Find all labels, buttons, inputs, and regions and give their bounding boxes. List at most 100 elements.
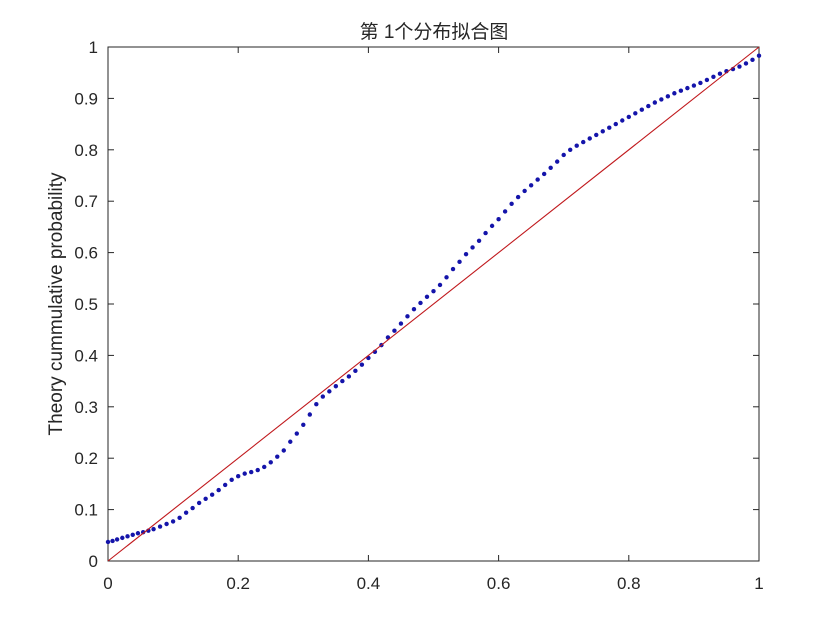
data-point — [398, 321, 404, 326]
data-point — [574, 143, 579, 148]
data-point — [554, 159, 560, 164]
data-point — [737, 64, 742, 69]
data-point — [496, 216, 501, 222]
data-point — [437, 282, 443, 288]
data-point — [548, 165, 553, 170]
data-point — [457, 259, 462, 265]
data-point — [587, 136, 592, 141]
data-point — [698, 80, 703, 86]
data-point — [418, 300, 423, 306]
data-point — [157, 524, 163, 529]
data-point — [262, 464, 267, 470]
data-point — [626, 114, 631, 120]
y-tick-label: 0.3 — [74, 398, 98, 417]
data-point — [249, 469, 254, 475]
data-point — [528, 183, 534, 188]
data-point — [600, 129, 605, 134]
plot-area: 0 0.2 0.4 0.6 0.8 1 0 0.1 0.2 0.3 0.4 0.5 0.6 0.7 0.8 0… — [74, 38, 763, 593]
y-tick-label: 0.4 — [74, 346, 98, 365]
data-point — [314, 402, 319, 407]
data-point — [685, 85, 690, 91]
data-point — [130, 532, 135, 537]
data-point — [515, 194, 521, 200]
y-tick-label: 0.2 — [74, 449, 98, 468]
data-point — [281, 448, 286, 453]
data-point — [125, 534, 130, 539]
data-point — [255, 467, 260, 473]
data-point — [275, 454, 280, 459]
data-point — [327, 389, 332, 394]
data-point — [633, 111, 638, 116]
data-point — [665, 94, 671, 99]
data-point — [620, 118, 625, 123]
data-point — [561, 152, 566, 158]
reference-line — [107, 46, 760, 562]
data-point — [164, 521, 169, 527]
chart-title: 第 1个分布拟合图 — [360, 21, 509, 43]
data-point — [711, 74, 716, 80]
data-point — [222, 482, 228, 488]
data-point — [392, 328, 397, 333]
data-point — [541, 171, 547, 177]
x-tick-label: 0.2 — [226, 574, 250, 593]
y-tick-label: 0.8 — [74, 141, 98, 160]
data-point — [268, 460, 273, 465]
data-point — [535, 177, 540, 182]
y-tick-label: 0.1 — [74, 501, 98, 520]
data-point — [183, 510, 189, 515]
data-point — [209, 492, 215, 497]
data-point — [509, 201, 514, 206]
data-point — [196, 500, 202, 506]
data-point — [613, 121, 618, 127]
data-point — [190, 505, 195, 511]
data-point — [203, 496, 208, 502]
x-tick-label: 0.8 — [617, 574, 641, 593]
y-tick-label: 0 — [89, 552, 98, 571]
data-point — [288, 439, 293, 444]
data-point — [135, 531, 141, 536]
data-point — [340, 378, 345, 384]
x-tick-label: 0.4 — [357, 574, 381, 593]
data-point — [502, 209, 508, 214]
data-point — [359, 362, 365, 367]
data-point — [672, 91, 677, 96]
data-point — [639, 107, 645, 112]
data-point — [483, 230, 488, 236]
data-point — [140, 530, 146, 535]
data-point — [114, 537, 120, 542]
data-point — [652, 100, 658, 105]
data-point — [717, 71, 723, 76]
data-point — [489, 223, 495, 229]
data-point — [463, 251, 469, 257]
data-point — [170, 519, 176, 524]
y-axis-label: Theory cummulative probability — [46, 172, 67, 435]
data-point — [450, 266, 456, 272]
data-point — [522, 188, 527, 194]
data-point — [476, 238, 482, 243]
data-point — [105, 539, 111, 545]
y-tick-label: 0.5 — [74, 295, 98, 314]
data-point — [756, 53, 762, 58]
data-point — [470, 245, 475, 250]
data-point — [236, 473, 241, 479]
data-point — [294, 431, 299, 436]
data-point — [216, 487, 221, 493]
data-point — [301, 422, 306, 427]
data-point — [411, 306, 417, 312]
data-point — [659, 97, 664, 102]
data-point — [229, 477, 234, 482]
data-point — [120, 535, 125, 541]
x-tick-label: 0 — [103, 574, 112, 593]
data-point — [431, 288, 436, 294]
data-point — [346, 374, 352, 379]
data-point — [743, 61, 749, 66]
y-tick-label: 0.6 — [74, 244, 98, 263]
data-point — [594, 132, 599, 138]
y-tick-label: 0.9 — [74, 89, 98, 108]
data-point — [424, 294, 430, 300]
data-point — [242, 471, 247, 476]
data-point — [646, 103, 651, 109]
y-tick-label: 1 — [89, 38, 98, 57]
